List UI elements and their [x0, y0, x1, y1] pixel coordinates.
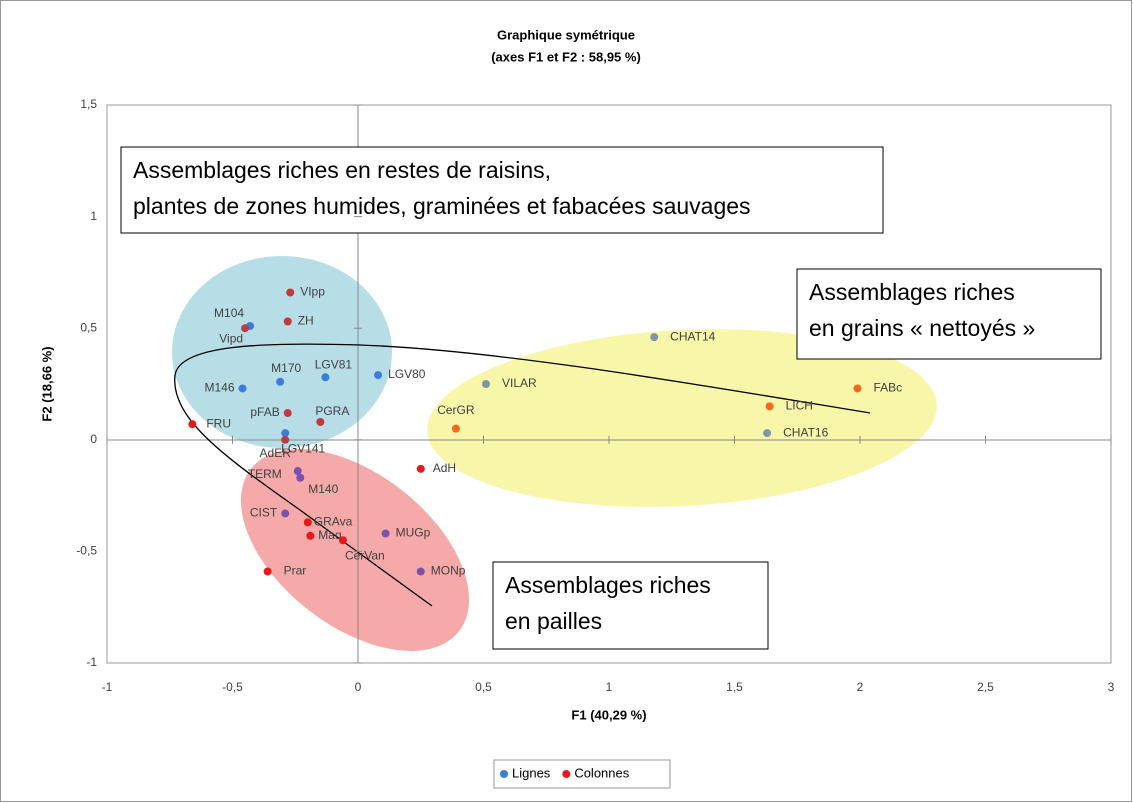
point-label: AdH: [433, 461, 456, 475]
data-point: [286, 288, 295, 297]
point-label: M146: [205, 381, 235, 395]
point-label: VILAR: [502, 376, 537, 390]
trend-curve: [174, 343, 871, 607]
data-point: [306, 531, 315, 540]
data-point: [263, 567, 272, 576]
point-label: AdER: [260, 446, 292, 460]
point-label: CHAT14: [670, 329, 715, 343]
annotation-text: Assemblages riches en restes de raisins,: [133, 157, 551, 183]
annotation-text: plantes de zones humides, graminées et f…: [133, 193, 751, 219]
chart-subtitle: (axes F1 et F2 : 58,95 %): [491, 49, 641, 64]
y-tick-label: 1,5: [80, 97, 97, 111]
x-tick-label: 2: [857, 680, 864, 694]
data-point: [763, 429, 772, 438]
annotation-text: Assemblages riches: [809, 279, 1015, 305]
point-label: CHAT16: [783, 425, 828, 439]
data-point: [283, 409, 292, 418]
legend: [493, 759, 671, 789]
point-label: CIST: [250, 506, 278, 520]
x-tick-label: 1: [606, 680, 613, 694]
annotation-text: en grains « nettoyés »: [809, 315, 1035, 341]
point-label: LGV141: [281, 441, 325, 455]
x-tick-label: -0,5: [222, 680, 243, 694]
annotation-text: en pailles: [505, 608, 602, 634]
point-label: LICH: [786, 398, 813, 412]
data-point: [451, 424, 460, 433]
x-tick-label: 3: [1108, 680, 1115, 694]
point-label: ZH: [298, 314, 314, 328]
point-label: FRU: [206, 416, 231, 430]
data-point: [853, 384, 862, 393]
cluster-ellipse: [172, 256, 392, 448]
legend-marker: [500, 770, 508, 778]
point-label: VIpp: [300, 285, 325, 299]
point-label: M140: [308, 482, 338, 496]
annotation-box: [120, 146, 884, 234]
x-tick-label: 0,5: [475, 680, 492, 694]
point-label: CerGR: [437, 403, 475, 417]
data-point: [281, 509, 290, 518]
y-tick-label: -1: [86, 655, 97, 669]
point-label: GRAva: [314, 515, 353, 529]
point-label: MUGp: [396, 526, 431, 540]
data-point: [416, 567, 425, 576]
annotation-text: Assemblages riches: [505, 572, 711, 598]
point-label: LGV81: [315, 357, 353, 371]
point-label: Prar: [284, 564, 307, 578]
data-point: [321, 373, 330, 382]
data-point: [283, 317, 292, 326]
data-point: [276, 377, 285, 386]
y-axis-label: F2 (18,66 %): [39, 346, 54, 421]
data-point: [281, 435, 290, 444]
data-point: [650, 333, 659, 342]
data-point: [416, 464, 425, 473]
x-axis-label: F1 (40,29 %): [571, 707, 646, 722]
x-tick-label: 0: [355, 680, 362, 694]
plot-frame: [106, 104, 1112, 664]
y-tick-label: -0,5: [76, 544, 97, 558]
data-point: [482, 380, 491, 388]
point-label: Vipd: [219, 331, 243, 345]
data-point: [238, 384, 247, 393]
data-point: [241, 324, 250, 333]
chart-title: Graphique symétrique: [497, 27, 635, 42]
annotation-box: [796, 268, 1102, 360]
x-tick-label: 1,5: [726, 680, 743, 694]
data-point: [765, 402, 774, 411]
point-label: M104: [214, 306, 244, 320]
point-label: pFAB: [250, 405, 279, 419]
annotation-box: [492, 561, 769, 650]
data-point: [338, 536, 347, 545]
cluster-ellipse: [427, 329, 937, 507]
data-point: [281, 429, 290, 438]
y-tick-label: 0,5: [80, 320, 97, 334]
data-point: [188, 420, 197, 429]
point-label: MONp: [431, 564, 466, 578]
y-tick-label: 1: [90, 209, 97, 223]
data-point: [374, 371, 383, 380]
data-point: [296, 473, 305, 482]
y-tick-label: 0: [90, 432, 97, 446]
x-tick-label: 2,5: [977, 680, 994, 694]
data-point: [316, 417, 325, 426]
point-label: M170: [271, 361, 301, 375]
data-point: [381, 529, 390, 538]
point-label: TERM: [248, 467, 282, 481]
point-label: LGV80: [388, 367, 426, 381]
data-point: [303, 518, 312, 527]
legend-label: Lignes: [512, 765, 551, 780]
x-tick-label: -1: [102, 680, 113, 694]
point-label: PGRA: [315, 404, 349, 418]
data-point: [293, 467, 302, 476]
point-label: Maq: [318, 528, 341, 542]
point-label: FABc: [873, 381, 902, 395]
point-label: CerVan: [345, 548, 385, 562]
legend-label: Colonnes: [574, 765, 629, 780]
legend-marker: [562, 770, 571, 778]
